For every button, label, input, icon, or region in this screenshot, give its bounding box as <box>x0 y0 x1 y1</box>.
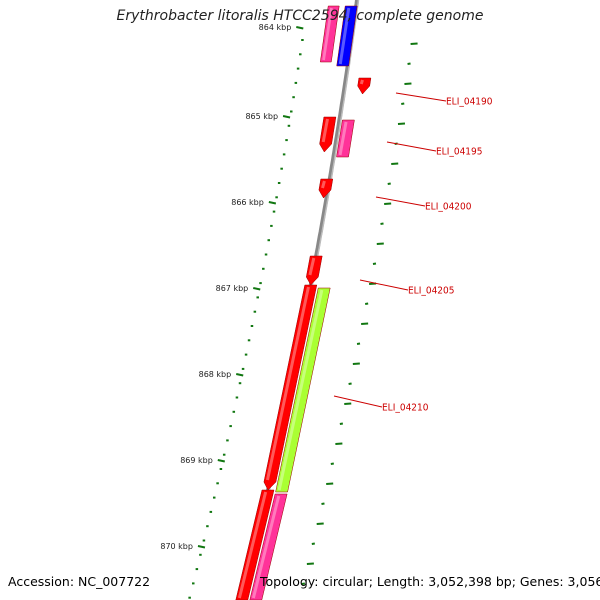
gene-label: ELI_04205 <box>408 286 454 297</box>
gc-tick <box>384 202 392 205</box>
gene-callout-line <box>359 279 409 291</box>
gene-feature-red-bottom-shine <box>237 491 268 599</box>
gene-feature-eli-04210 <box>275 287 331 493</box>
gc-tick <box>316 522 324 525</box>
gc-tick <box>339 422 344 425</box>
scale-major-tick <box>282 115 291 119</box>
gc-tick <box>397 122 406 125</box>
gene-feature-red-long-shine <box>265 286 310 481</box>
gc-tick <box>361 322 369 325</box>
gc-tick <box>344 402 352 405</box>
scale-tick-label: 864 kbp <box>259 23 292 32</box>
gene-feature-eli-04205 <box>306 255 323 286</box>
gene-feature-eli-04205-shine <box>308 257 316 276</box>
gc-tick <box>356 342 361 345</box>
map-title: Erythrobacter litoralis HTCC2594, comple… <box>116 8 484 24</box>
gene-feature-pink-shine <box>322 7 333 61</box>
scale-tick-label: 865 kbp <box>245 112 278 121</box>
gene-callout-line <box>333 395 383 408</box>
gc-tick <box>404 82 412 85</box>
gc-tick <box>387 182 391 185</box>
gc-tick <box>321 502 325 505</box>
scale-tick-label: 869 kbp <box>180 456 213 465</box>
scale-major-tick <box>197 545 206 549</box>
scale-tick-labels: 864 kbp 865 kbp 866 kbp 867 kbp 868 kbp 869 k… <box>160 23 291 551</box>
gc-tick <box>348 382 352 385</box>
gene-feature-pink <box>320 5 340 63</box>
gene-feature-eli-04210-shine <box>277 289 324 491</box>
inner-scale-ticks <box>188 26 304 599</box>
accession-text: Accession: NC_007722 <box>8 574 151 589</box>
gene-feature-eli-04195 <box>336 119 355 158</box>
gene-feature-eli-04200-shine <box>321 180 326 189</box>
gc-tick <box>401 102 405 105</box>
gc-tick <box>410 42 418 45</box>
gene-feature-red-long <box>263 284 318 491</box>
gene-feature-pink-bottom <box>249 493 288 600</box>
gc-tick <box>380 222 384 225</box>
gene-feature-eli-04190 <box>357 77 372 95</box>
gc-tick <box>311 542 315 545</box>
scale-tick-label: 867 kbp <box>216 284 249 293</box>
gc-tick <box>407 62 411 65</box>
gene-feature-red-shine <box>321 118 329 143</box>
gene-feature-eli-04190-shine <box>359 79 364 85</box>
gene-label: ELI_04210 <box>382 403 429 414</box>
gene-feature-red <box>319 116 337 153</box>
gc-tick <box>364 302 369 305</box>
gene-feature-eli-04195-shine <box>338 121 348 156</box>
scale-major-tick <box>236 373 244 377</box>
gene-feature-pink-bottom-shine <box>251 495 281 599</box>
scale-major-tick <box>296 26 304 30</box>
gc-tick <box>330 462 334 465</box>
scale-major-tick <box>268 201 277 205</box>
scale-tick-label: 866 kbp <box>231 198 264 207</box>
gc-tick <box>306 562 314 565</box>
scale-major-tick <box>217 459 226 463</box>
gc-tick <box>335 442 343 445</box>
gc-tick <box>391 162 399 165</box>
gene-feature-red-bottom <box>235 489 275 600</box>
gc-tick <box>301 582 306 585</box>
gene-callout-line <box>395 92 447 102</box>
gene-label: ELI_04200 <box>425 202 472 213</box>
gene-label: ELI_04190 <box>446 97 493 108</box>
gc-tick <box>376 242 384 245</box>
scale-major-tick <box>253 287 261 291</box>
scale-tick-label: 868 kbp <box>199 370 232 379</box>
gene-feature-eli-04200 <box>318 178 334 199</box>
gene-features <box>235 0 372 600</box>
gc-tick <box>326 482 334 485</box>
genome-summary-text: Topology: circular; Length: 3,052,398 bp… <box>260 574 600 589</box>
gene-callout-line <box>386 141 437 152</box>
gene-feature-blue <box>336 5 358 67</box>
gene-feature-blue-shine <box>338 7 351 65</box>
gene-label: ELI_04195 <box>436 147 482 158</box>
gc-tick <box>352 362 360 365</box>
gc-tick <box>372 262 377 265</box>
gene-callout-line <box>375 196 426 207</box>
gene-callouts: ELI_04190 ELI_04195 ELI_04200 ELI_04205 ELI_… <box>333 92 493 414</box>
scale-tick-label: 870 kbp <box>160 542 193 551</box>
